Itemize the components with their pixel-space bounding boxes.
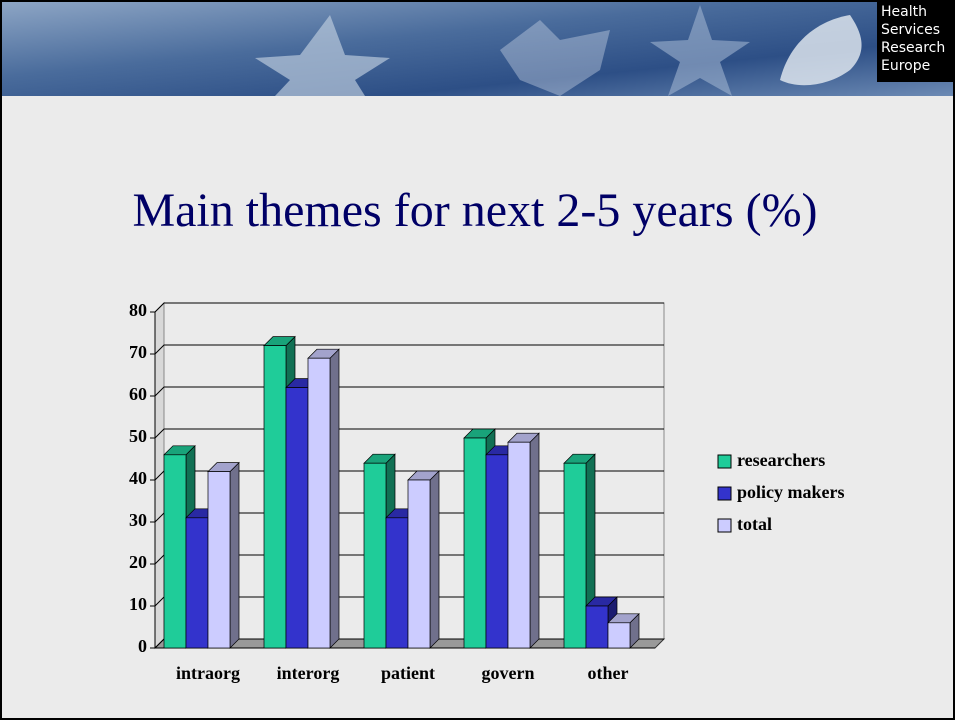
y-tick-label: 40 <box>129 468 147 488</box>
star <box>255 15 390 96</box>
legend-swatch <box>717 518 732 533</box>
cloud <box>500 20 610 96</box>
bar <box>285 387 309 649</box>
x-tick-label: interorg <box>277 663 340 683</box>
bar-side <box>329 348 340 649</box>
y-tick-label: 50 <box>129 426 147 446</box>
grid-line <box>154 302 664 313</box>
y-tick-label: 70 <box>129 342 147 362</box>
bar <box>607 622 631 649</box>
y-tick-label: 10 <box>129 594 147 614</box>
chart-title: Main themes for next 2-5 years (%) <box>132 184 817 237</box>
y-tick-label: 20 <box>129 552 147 572</box>
bar-side <box>529 432 540 649</box>
logo-text: Europe <box>881 58 930 74</box>
logo-text: Services <box>881 22 940 38</box>
x-tick-label: govern <box>482 663 535 683</box>
legend-swatch <box>717 454 732 469</box>
x-tick-label: other <box>588 663 629 683</box>
y-tick-label: 60 <box>129 384 147 404</box>
map <box>780 15 862 86</box>
bar <box>163 454 187 649</box>
bar <box>585 605 609 649</box>
bar <box>307 357 331 649</box>
legend-label: researchers <box>737 450 825 470</box>
legend-label: total <box>737 514 772 534</box>
bar <box>507 441 531 649</box>
y-tick-label: 0 <box>138 636 147 656</box>
grid-line <box>154 428 664 439</box>
logo-text: Research <box>881 40 945 56</box>
bar <box>207 471 231 649</box>
grid-line <box>154 344 664 355</box>
bar <box>485 454 509 649</box>
grid-line <box>154 386 664 397</box>
x-tick-label: intraorg <box>176 663 240 683</box>
bar <box>463 437 487 649</box>
x-tick-label: patient <box>381 663 435 683</box>
y-tick-label: 30 <box>129 510 147 530</box>
logo-text: Health <box>881 4 927 20</box>
bar <box>563 462 587 649</box>
legend-label: policy makers <box>737 482 845 502</box>
bar <box>385 517 409 649</box>
bar <box>263 345 287 649</box>
chart: 0 10 20 30 40 50 60 70 80 intraorg interorg patient… <box>129 300 845 683</box>
bar <box>185 517 209 649</box>
bar <box>363 462 387 649</box>
bar-side <box>229 461 240 649</box>
legend-swatch <box>717 486 732 501</box>
y-tick-label: 80 <box>129 300 147 320</box>
bar <box>407 479 431 649</box>
logo-box <box>877 0 955 82</box>
star <box>650 5 750 96</box>
bar-side <box>429 470 440 649</box>
